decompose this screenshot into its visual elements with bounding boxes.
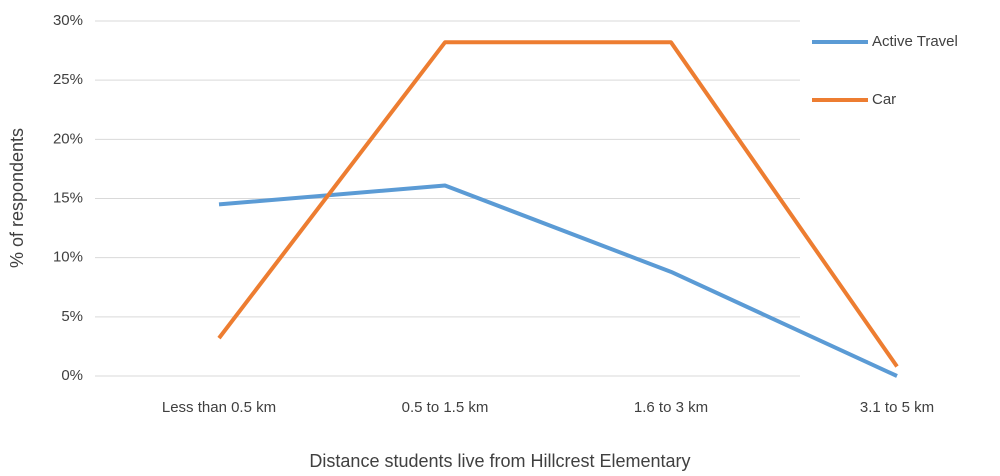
x-tick-label: Less than 0.5 km [162,399,276,416]
y-tick-label: 25% [53,71,83,88]
series-line [217,40,899,368]
x-tick-label: 0.5 to 1.5 km [402,399,489,416]
x-axis-title: Distance students live from Hillcrest El… [309,451,690,471]
y-tick-label: 0% [61,367,83,384]
y-tick-label: 20% [53,130,83,147]
legend-label: Car [872,91,896,108]
y-axis-title: % of respondents [7,128,27,268]
y-tick-label: 30% [53,12,83,29]
y-tick-label: 5% [61,308,83,325]
y-tick-label: 15% [53,189,83,206]
x-tick-label: 3.1 to 5 km [860,399,934,416]
x-tick-label: 1.6 to 3 km [634,399,708,416]
legend-label: Active Travel [872,33,958,50]
series-line [218,183,898,378]
y-tick-label: 10% [53,249,83,266]
